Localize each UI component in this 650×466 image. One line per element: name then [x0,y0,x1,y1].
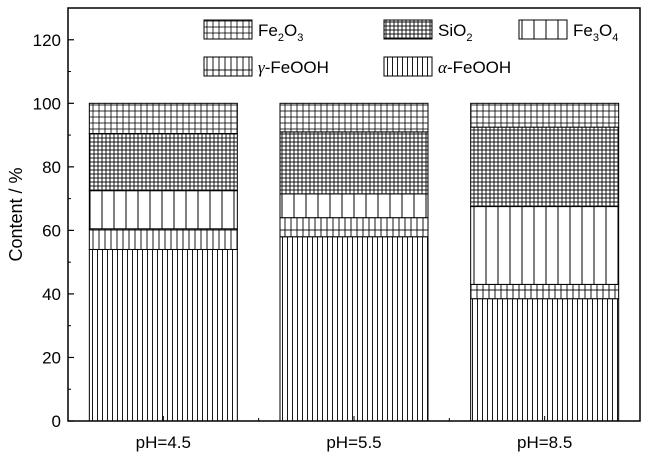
y-tick-label: 60 [42,221,61,240]
bar-segment [88,190,238,230]
legend-label: Fe2O3 [258,21,303,44]
legend: Fe2O3 SiO2 Fe3O4 γ-FeOOH α-FeOOH [203,19,618,77]
y-tick-label: 20 [42,348,61,367]
bar-segment [279,131,429,195]
legend-label: SiO2 [438,21,472,44]
bar-segment [470,298,620,422]
bar-segment [88,228,238,250]
legend-item: γ-FeOOH [203,56,329,77]
y-tick-label: 120 [33,31,61,50]
x-tick-label: pH=4.5 [136,433,191,452]
legend-label: γ-FeOOH [258,58,329,77]
legend-item: SiO2 [383,19,472,44]
bar-segment [279,193,429,219]
legend-item: Fe2O3 [203,19,303,44]
x-tick-label: pH=5.5 [326,433,381,452]
bar-segment [88,102,238,134]
x-tick-label: pH=8.5 [517,433,572,452]
bars-layer [88,102,620,422]
y-tick-label: 40 [42,285,61,304]
legend-label: Fe3O4 [573,21,618,44]
bar-segment [470,126,620,208]
plot-frame [67,7,641,422]
y-tick-label: 80 [42,158,61,177]
y-tick-label: 0 [52,412,61,431]
bar-segment [279,217,429,238]
legend-label: α-FeOOH [438,58,511,77]
bar-segment [470,206,620,285]
legend-swatch [203,19,253,40]
axes: pH=4.5 pH=5.5 pH=8.5 0 20 40 60 80 100 120 Content… [6,7,641,452]
bar-segment [88,132,238,192]
bar-segment [470,102,620,128]
legend-swatch [383,56,433,77]
legend-swatch [518,19,568,40]
bar-segment [279,102,429,133]
legend-item: α-FeOOH [383,56,511,77]
legend-item: Fe3O4 [518,19,618,44]
legend-swatch [383,19,433,40]
y-tick-label: 100 [33,94,61,113]
bar-segment [470,283,620,300]
legend-swatch [203,56,253,77]
bar-segment [88,248,238,422]
bar-segment [279,236,429,422]
y-axis-label: Content / % [6,167,26,261]
